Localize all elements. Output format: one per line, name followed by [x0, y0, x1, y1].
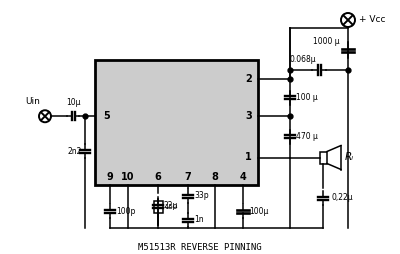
Bar: [320, 151, 327, 164]
Text: 100µ: 100µ: [249, 207, 268, 215]
Text: 4: 4: [240, 172, 246, 182]
Text: 7: 7: [185, 172, 191, 182]
Text: M51513R REVERSE PINNING: M51513R REVERSE PINNING: [138, 243, 262, 251]
Text: 9: 9: [107, 172, 113, 182]
Text: 1: 1: [245, 152, 252, 163]
Text: 10: 10: [121, 172, 135, 182]
Text: + Vcc: + Vcc: [359, 15, 386, 24]
Text: 0,22µ: 0,22µ: [332, 194, 354, 202]
Text: 3: 3: [245, 111, 252, 121]
Text: 470 µ: 470 µ: [296, 132, 318, 141]
Text: 2: 2: [245, 74, 252, 84]
Text: 22µ: 22µ: [164, 201, 178, 211]
Text: 100p: 100p: [116, 207, 135, 215]
Text: 8: 8: [212, 172, 218, 182]
Text: 100 µ: 100 µ: [296, 93, 318, 102]
Text: 33p: 33p: [194, 192, 209, 200]
Text: 1000 µ: 1000 µ: [313, 38, 340, 46]
Text: 6: 6: [155, 172, 161, 182]
Text: Uin: Uin: [26, 97, 40, 106]
Text: 0.068µ: 0.068µ: [289, 56, 316, 65]
Text: Rₗ: Rₗ: [345, 152, 354, 163]
Bar: [95, 60, 258, 185]
Bar: [154, 201, 162, 213]
Text: 10µ: 10µ: [66, 98, 80, 107]
Text: 1n: 1n: [194, 215, 204, 225]
Text: 5: 5: [103, 111, 110, 121]
Text: 2n2: 2n2: [67, 147, 81, 156]
Text: 150: 150: [164, 204, 177, 210]
